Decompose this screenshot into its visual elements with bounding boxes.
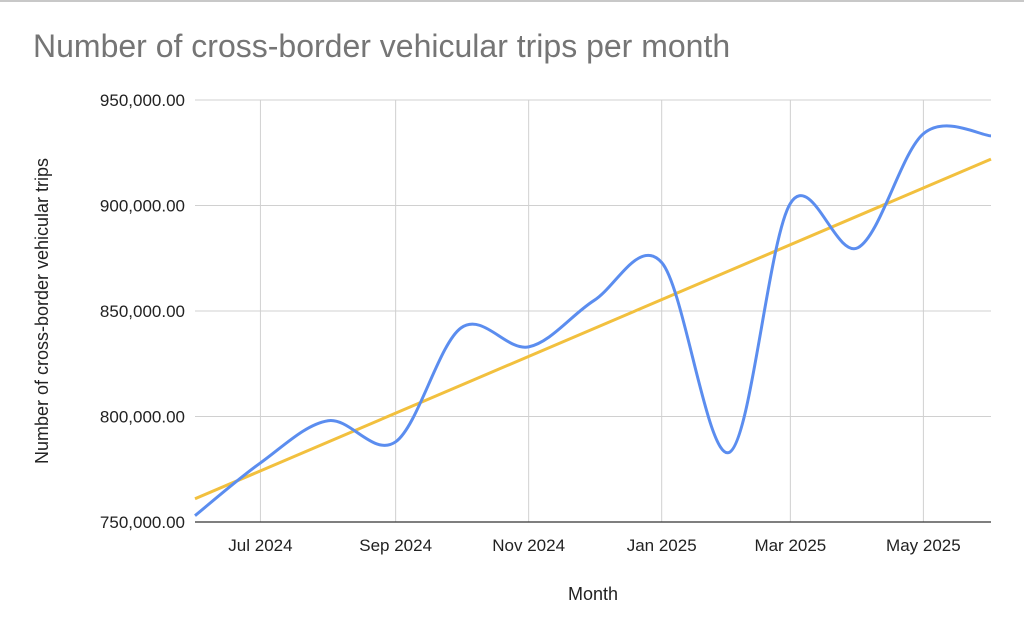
x-tick-label: Mar 2025 bbox=[754, 536, 826, 555]
series-line bbox=[194, 124, 992, 517]
horizontal-gridlines bbox=[195, 99, 991, 523]
x-tick-label: Nov 2024 bbox=[492, 536, 565, 555]
y-tick-label: 900,000.00 bbox=[100, 197, 185, 216]
x-tick-label: May 2025 bbox=[886, 536, 961, 555]
x-tick-label: Jan 2025 bbox=[627, 536, 697, 555]
chart-title: Number of cross-border vehicular trips p… bbox=[33, 28, 731, 64]
y-axis-ticks: 750,000.00 800,000.00 850,000.00 900,000.00… bbox=[100, 91, 185, 532]
y-tick-label: 800,000.00 bbox=[100, 408, 185, 427]
y-tick-label: 950,000.00 bbox=[100, 91, 185, 110]
top-border bbox=[0, 0, 1024, 2]
y-axis-title: Number of cross-border vehicular trips bbox=[32, 158, 52, 464]
x-axis-ticks: Jul 2024 Sep 2024 Nov 2024 Jan 2025 Mar 2025… bbox=[228, 536, 960, 555]
x-axis-title: Month bbox=[568, 584, 618, 604]
y-tick-label: 850,000.00 bbox=[100, 302, 185, 321]
x-tick-label: Sep 2024 bbox=[359, 536, 432, 555]
trendline bbox=[194, 157, 992, 501]
x-tick-label: Jul 2024 bbox=[228, 536, 292, 555]
y-tick-label: 750,000.00 bbox=[100, 513, 185, 532]
